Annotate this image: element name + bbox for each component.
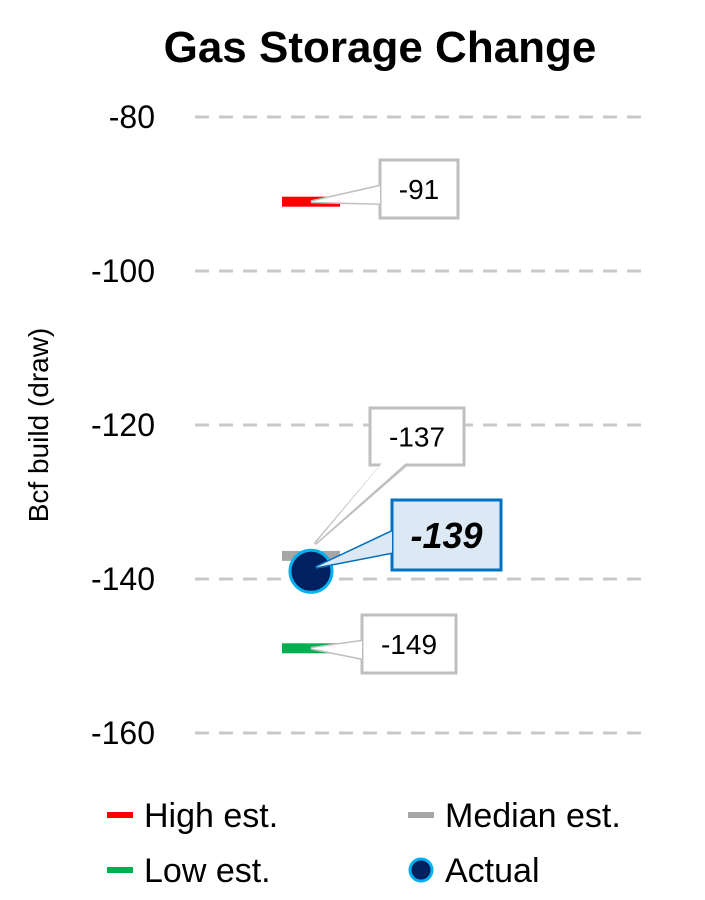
- marker-actual: [288, 548, 334, 594]
- y-tick-label: -120: [91, 407, 155, 443]
- y-tick-label: -140: [91, 561, 155, 597]
- data-label: -91: [399, 174, 439, 205]
- callout-pointer-fill: [311, 186, 380, 204]
- legend-swatch: [107, 812, 133, 818]
- y-tick-label: -160: [91, 715, 155, 751]
- legend-label: Low est.: [144, 852, 271, 890]
- chart-title: Gas Storage Change: [164, 23, 597, 72]
- legend-swatch: [107, 867, 133, 873]
- legend-swatch: [408, 857, 434, 883]
- callout-box: [390, 498, 503, 572]
- data-label: -139: [410, 515, 482, 556]
- legend-item: Low est.: [107, 852, 271, 890]
- callout-box: [368, 406, 466, 467]
- y-axis-label: Bcf build (draw): [23, 328, 54, 523]
- y-tick-label: -80: [109, 99, 155, 135]
- legend-label: High est.: [144, 797, 278, 835]
- y-tick-label: -100: [91, 253, 155, 289]
- legend-item: Actual: [408, 852, 540, 890]
- callout-pointer-fill: [311, 641, 362, 659]
- legend-label: Median est.: [445, 797, 621, 835]
- callout-pointer-fill: [315, 463, 406, 544]
- data-label: -137: [389, 422, 445, 453]
- legend-item: Median est.: [408, 797, 621, 835]
- legend-item: High est.: [107, 797, 278, 835]
- legend-swatch: [408, 812, 434, 818]
- data-label: -149: [381, 629, 437, 660]
- legend-label: Actual: [445, 852, 540, 890]
- callout-pointer-fill: [316, 531, 392, 568]
